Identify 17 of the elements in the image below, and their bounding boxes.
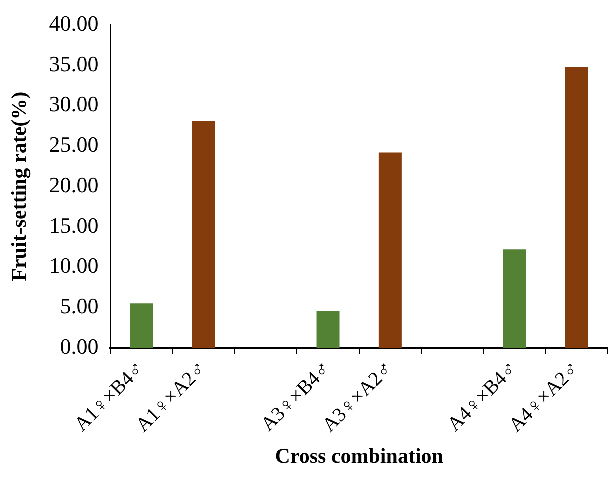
y-tick-label: 35.00 [49,51,99,76]
y-tick-label: 5.00 [60,293,99,318]
bar [503,250,526,348]
bar [565,67,588,348]
y-tick-label: 30.00 [49,92,99,117]
y-tick-label: 10.00 [49,253,99,278]
bar [130,304,154,348]
y-tick-label: 25.00 [49,132,99,158]
y-tick-label: 15.00 [49,212,99,238]
y-tick-label: 40.00 [49,10,99,36]
bar [378,152,402,348]
bar [192,121,216,348]
y-axis-title: Fruit-setting rate(%) [7,92,32,282]
y-tick-label: 0.00 [60,334,99,359]
y-tick-label: 20.00 [49,172,99,198]
x-axis-title: Cross combination [275,444,444,468]
bar [316,310,340,348]
